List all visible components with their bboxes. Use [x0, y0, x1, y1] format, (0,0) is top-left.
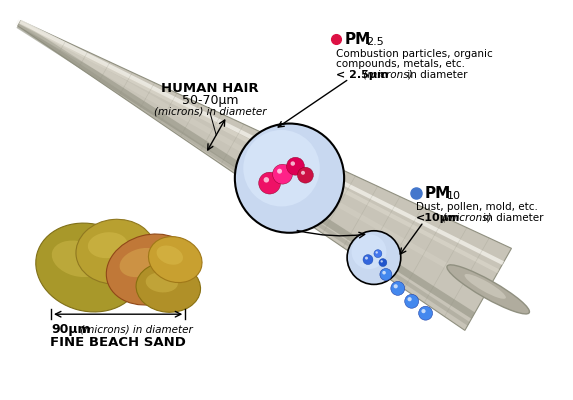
Ellipse shape	[36, 223, 142, 312]
Text: (microns) in diameter: (microns) in diameter	[154, 107, 266, 117]
Text: in diameter: in diameter	[480, 213, 544, 223]
Circle shape	[365, 257, 368, 260]
Text: (microns): (microns)	[438, 213, 491, 223]
Ellipse shape	[136, 262, 201, 312]
Circle shape	[379, 258, 387, 266]
Text: in diameter: in diameter	[404, 70, 467, 80]
Text: PM: PM	[425, 186, 451, 200]
Text: FINE BEACH SAND: FINE BEACH SAND	[50, 336, 186, 348]
Text: PM: PM	[344, 32, 370, 47]
Circle shape	[374, 250, 382, 258]
Circle shape	[301, 171, 305, 175]
Ellipse shape	[76, 219, 155, 284]
Text: 10: 10	[446, 191, 461, 201]
Ellipse shape	[447, 265, 529, 314]
Circle shape	[286, 157, 304, 175]
Circle shape	[382, 271, 386, 274]
Text: HUMAN HAIR: HUMAN HAIR	[161, 82, 259, 95]
Text: < 2.5μm: < 2.5μm	[336, 70, 388, 80]
Text: 2.5: 2.5	[366, 37, 384, 47]
Text: 50-70μm: 50-70μm	[182, 94, 238, 107]
Circle shape	[277, 169, 282, 174]
Circle shape	[347, 231, 401, 284]
Circle shape	[421, 309, 426, 313]
Circle shape	[291, 161, 295, 166]
Circle shape	[405, 294, 419, 308]
Text: Combustion particles, organic: Combustion particles, organic	[336, 49, 493, 59]
Circle shape	[363, 255, 373, 264]
Polygon shape	[18, 21, 512, 330]
Circle shape	[351, 234, 386, 269]
Text: <10μm: <10μm	[415, 213, 460, 223]
Ellipse shape	[107, 234, 194, 305]
Circle shape	[407, 297, 411, 301]
Circle shape	[244, 130, 320, 206]
Ellipse shape	[148, 237, 202, 282]
Circle shape	[394, 284, 398, 288]
Ellipse shape	[52, 240, 104, 277]
Ellipse shape	[88, 232, 128, 258]
Circle shape	[380, 268, 392, 280]
Text: 90μm: 90μm	[51, 322, 91, 336]
Circle shape	[419, 306, 433, 320]
Ellipse shape	[146, 272, 178, 292]
Circle shape	[380, 260, 383, 262]
Circle shape	[297, 167, 313, 183]
Ellipse shape	[465, 274, 506, 299]
Ellipse shape	[120, 248, 163, 277]
Text: Dust, pollen, mold, etc.: Dust, pollen, mold, etc.	[415, 202, 537, 212]
Circle shape	[273, 164, 292, 184]
Circle shape	[264, 177, 269, 182]
Circle shape	[375, 251, 378, 254]
Circle shape	[258, 172, 281, 194]
Text: (microns): (microns)	[360, 70, 413, 80]
Circle shape	[391, 282, 405, 295]
Text: compounds, metals, etc.: compounds, metals, etc.	[336, 59, 465, 69]
Ellipse shape	[156, 246, 183, 265]
Circle shape	[235, 124, 344, 233]
Text: (microns) in diameter: (microns) in diameter	[77, 324, 193, 334]
